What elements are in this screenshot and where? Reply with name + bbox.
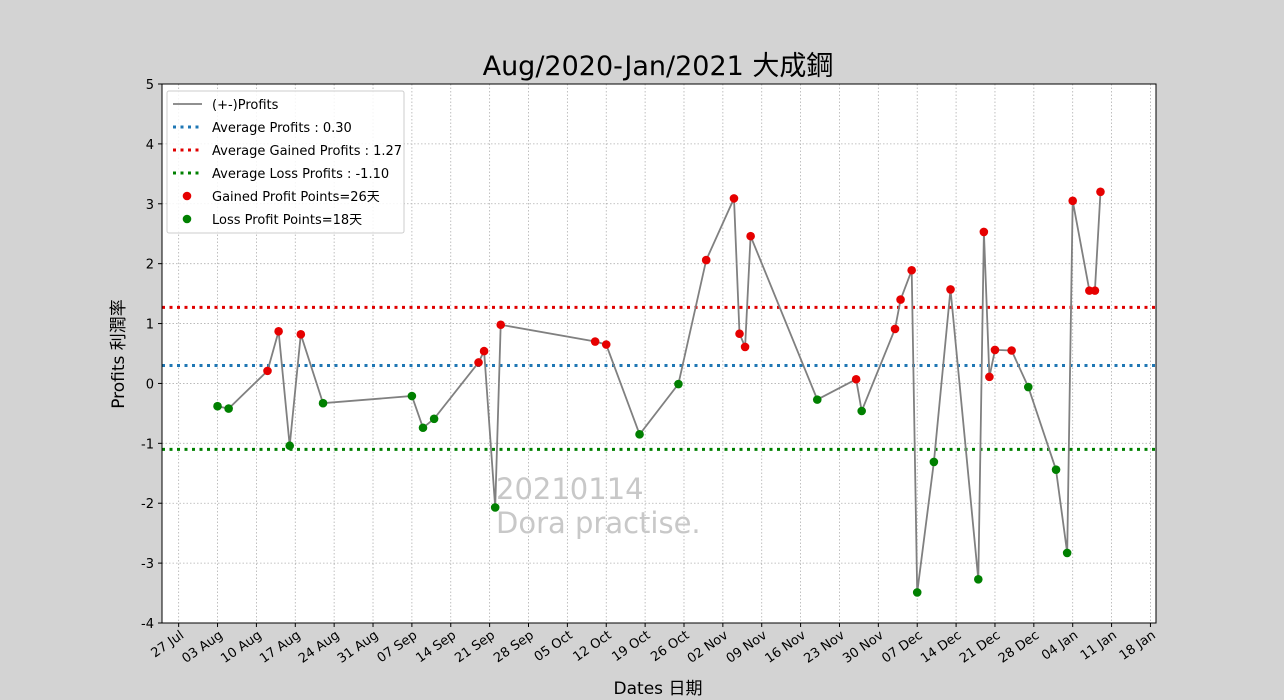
gained-profit-point bbox=[1068, 196, 1078, 206]
gained-profit-point bbox=[1090, 286, 1100, 295]
y-tick-label: 2 bbox=[146, 258, 154, 273]
loss-profit-point bbox=[812, 395, 822, 404]
gained-profit-point bbox=[740, 342, 750, 352]
y-tick-label: 1 bbox=[146, 318, 154, 333]
gained-profit-point bbox=[590, 337, 600, 346]
loss-profit-point bbox=[1023, 382, 1033, 392]
gained-profit-point bbox=[296, 330, 306, 339]
gained-profit-point bbox=[1096, 187, 1105, 197]
loss-profit-point bbox=[285, 441, 295, 451]
average-lines bbox=[162, 305, 1156, 451]
watermark-line: Dora practise. bbox=[496, 506, 701, 540]
legend-label: Average Gained Profits : 1.27 bbox=[212, 144, 402, 159]
gained-profit-point bbox=[729, 194, 739, 203]
y-tick-label: 0 bbox=[146, 377, 154, 392]
gained-profit-point bbox=[851, 374, 861, 384]
loss-profit-point bbox=[929, 457, 939, 467]
gained-profit-point bbox=[496, 320, 506, 330]
legend-label: Average Profits : 0.30 bbox=[212, 121, 352, 136]
gained-profit-point bbox=[263, 366, 272, 376]
y-tick-label: 4 bbox=[146, 138, 154, 153]
loss-profit-point bbox=[635, 430, 644, 439]
gained-profit-point bbox=[701, 255, 711, 265]
loss-profit-point bbox=[224, 404, 233, 413]
legend-swatch-marker bbox=[182, 214, 192, 224]
legend-label: (+-)Profits bbox=[212, 98, 279, 113]
gained-profit-point bbox=[601, 340, 611, 349]
loss-profit-point bbox=[1062, 548, 1072, 558]
gained-profit-point bbox=[907, 265, 916, 275]
loss-profit-point bbox=[490, 503, 500, 512]
loss-profit-point bbox=[674, 379, 683, 389]
legend-label: Loss Profit Points=18天 bbox=[212, 213, 362, 228]
gained-profit-point bbox=[746, 231, 755, 241]
watermark-line: 20210114 bbox=[496, 472, 644, 506]
gained-profit-point bbox=[890, 324, 900, 334]
y-tick-label: -3 bbox=[141, 557, 154, 572]
y-tick-label: -4 bbox=[141, 617, 154, 632]
loss-profit-point bbox=[912, 588, 922, 597]
gained-profit-point bbox=[990, 345, 1000, 355]
loss-profit-point bbox=[407, 391, 417, 401]
gained-profit-point bbox=[274, 327, 283, 336]
gained-profit-point bbox=[946, 285, 955, 294]
legend: (+-)Profits Average Profits : 0.30 Average… bbox=[166, 90, 405, 234]
loss-profit-point bbox=[429, 414, 439, 424]
legend-swatch-marker bbox=[182, 191, 192, 201]
loss-profit-point bbox=[213, 401, 222, 411]
gained-profit-point bbox=[479, 346, 489, 356]
gained-profit-point bbox=[474, 358, 483, 367]
x-axis-label: Dates 日期 bbox=[614, 679, 703, 699]
gained-profit-point bbox=[896, 295, 905, 304]
y-tick-label: 5 bbox=[146, 78, 154, 93]
loss-profit-point bbox=[857, 406, 866, 416]
legend-label: Average Loss Profits : -1.10 bbox=[212, 167, 389, 182]
gained-profit-point bbox=[1007, 346, 1016, 355]
y-tick-label: -1 bbox=[141, 437, 154, 452]
plot-frame bbox=[161, 83, 1157, 624]
loss-profit-point bbox=[418, 423, 428, 433]
y-tick-label: -2 bbox=[141, 497, 154, 512]
y-tick-label: 3 bbox=[146, 198, 154, 213]
y-axis-ticks: -4 -3 -2 -1 0 1 2 3 4 5 bbox=[141, 78, 162, 632]
gained-profit-point bbox=[735, 329, 744, 339]
points-layer bbox=[213, 187, 1105, 597]
loss-profit-point bbox=[318, 398, 328, 408]
loss-profit-point bbox=[1051, 465, 1061, 474]
loss-profit-point bbox=[974, 574, 983, 584]
gained-profit-point bbox=[985, 372, 994, 382]
chart-title: Aug/2020-Jan/2021 大成鋼 bbox=[483, 51, 834, 82]
y-axis-label: Profits 利潤率 bbox=[109, 299, 129, 409]
legend-box bbox=[166, 90, 405, 234]
gained-profit-point bbox=[979, 227, 989, 237]
legend-label: Gained Profit Points=26天 bbox=[212, 190, 380, 205]
